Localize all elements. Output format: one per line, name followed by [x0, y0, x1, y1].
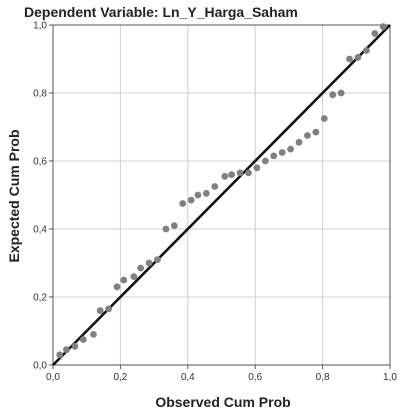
data-point — [90, 331, 97, 338]
y-axis-ticks: 0,0 0,2 0,4 0,6 0,8 1,0 — [33, 21, 53, 372]
data-point — [113, 283, 121, 291]
data-point — [346, 55, 353, 63]
data-point — [354, 53, 362, 61]
data-point — [312, 128, 320, 136]
data-point — [120, 276, 128, 284]
x-tick-label: 1,0 — [383, 372, 397, 383]
data-point — [202, 189, 210, 197]
data-point — [236, 169, 244, 177]
data-point — [211, 183, 219, 190]
data-point — [221, 172, 229, 180]
x-tick-label: 0,8 — [316, 372, 330, 383]
x-axis-label: Observed Cum Prob — [155, 394, 290, 410]
data-point — [79, 336, 87, 343]
data-point — [253, 164, 261, 172]
data-point — [63, 346, 70, 354]
y-axis-label: Expected Cum Prob — [6, 129, 22, 262]
gridlines — [53, 25, 390, 365]
data-point — [96, 307, 104, 314]
data-point — [304, 132, 311, 139]
data-point — [329, 91, 337, 99]
y-tick-label: 0,8 — [33, 89, 47, 100]
data-point — [261, 157, 269, 165]
data-point — [371, 30, 379, 37]
x-tick-label: 0,4 — [181, 372, 195, 383]
data-point — [56, 351, 64, 359]
x-tick-label: 0,0 — [46, 372, 60, 383]
data-point — [278, 149, 286, 156]
y-tick-label: 0,4 — [33, 225, 47, 236]
data-points — [56, 23, 387, 359]
data-point — [287, 145, 294, 153]
data-point — [320, 115, 328, 122]
data-point — [137, 264, 145, 272]
data-point — [145, 259, 153, 267]
y-tick-label: 0,0 — [33, 361, 47, 372]
data-point — [270, 152, 278, 160]
data-point — [162, 225, 170, 233]
x-tick-label: 0,2 — [113, 372, 127, 383]
data-point — [379, 23, 387, 31]
data-point — [295, 138, 303, 146]
y-tick-label: 0,2 — [33, 293, 47, 304]
chart-title: Dependent Variable: Ln_Y_Harga_Saham — [24, 4, 298, 20]
data-point — [179, 200, 187, 207]
x-tick-label: 0,6 — [248, 372, 262, 383]
data-point — [194, 191, 202, 199]
data-point — [187, 196, 195, 204]
data-point — [154, 256, 161, 263]
data-point — [228, 171, 236, 179]
plot-frame — [52, 24, 391, 366]
data-point — [337, 89, 345, 97]
data-point — [170, 222, 178, 230]
data-point — [245, 169, 252, 177]
y-tick-label: 0,6 — [33, 157, 47, 168]
data-point — [130, 273, 138, 280]
data-point — [71, 342, 79, 350]
x-axis-ticks: 0,0 0,2 0,4 0,6 0,8 1,0 — [46, 365, 397, 383]
data-point — [105, 305, 113, 313]
data-point — [363, 47, 370, 54]
y-tick-label: 1,0 — [33, 21, 47, 32]
